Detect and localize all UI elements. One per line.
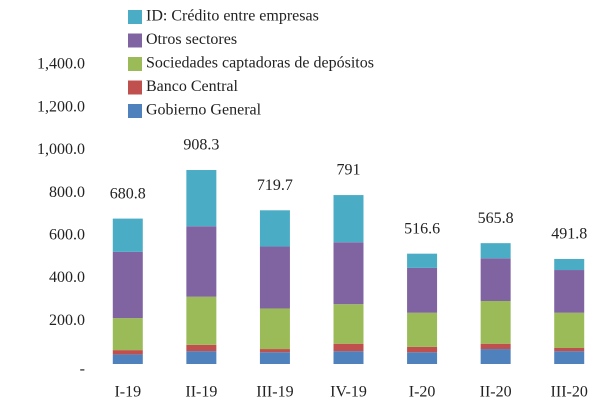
x-tick-label: IV-19 <box>330 384 367 401</box>
legend-swatch <box>128 80 142 95</box>
legend-label: Sociedades captadoras de depósitos <box>146 55 374 72</box>
bar-segment <box>333 242 364 305</box>
total-label: 680.8 <box>110 185 146 202</box>
bar-segment <box>112 218 143 252</box>
total-label: 791 <box>337 162 361 179</box>
bar-segment <box>259 246 290 309</box>
legend-label: Banco Central <box>146 78 239 95</box>
bar-segment <box>186 351 217 364</box>
x-tick-label: I-19 <box>114 384 141 401</box>
x-tick-label: III-19 <box>256 384 293 401</box>
x-tick-label: II-19 <box>185 384 217 401</box>
bar-segment <box>186 170 217 227</box>
x-tick-label: II-20 <box>480 384 512 401</box>
bar-segment <box>333 195 364 243</box>
total-label: 491.8 <box>551 226 587 243</box>
bar-segment <box>554 270 585 313</box>
bar-segment <box>259 308 290 350</box>
total-label: 719.7 <box>257 177 293 194</box>
legend-swatch <box>128 104 142 118</box>
bar-segment <box>259 210 290 247</box>
y-tick-label: - <box>80 361 85 378</box>
bar-segment <box>333 304 364 344</box>
y-tick-label: 1,400.0 <box>37 56 85 73</box>
bar-segment <box>554 258 585 271</box>
bar-segment <box>259 352 290 364</box>
y-tick-label: 800.0 <box>49 184 85 201</box>
bar-segment <box>407 312 438 347</box>
bar-segment <box>407 352 438 364</box>
bar-segment <box>112 354 143 364</box>
legend-swatch <box>128 10 142 24</box>
y-tick-label: 600.0 <box>49 227 85 244</box>
bar-segment <box>259 349 290 353</box>
x-tick-label: III-20 <box>551 384 588 401</box>
bar-segment <box>407 253 438 268</box>
bar-segment <box>480 349 511 364</box>
y-tick-label: 200.0 <box>49 312 85 329</box>
total-label: 908.3 <box>183 137 219 154</box>
total-label: 516.6 <box>404 220 440 237</box>
legend-swatch <box>128 57 142 71</box>
legend-label: ID: Crédito entre empresas <box>146 8 319 25</box>
bar-segment <box>480 300 511 344</box>
bar-segment <box>186 226 217 297</box>
bar-segment <box>480 258 511 301</box>
legend-label: Otros sectores <box>146 31 237 48</box>
bar-segment <box>407 267 438 313</box>
x-tick-label: I-20 <box>409 384 436 401</box>
bar-segment <box>186 296 217 345</box>
bar-segment <box>554 347 585 352</box>
bar-segment <box>480 343 511 350</box>
legend-swatch <box>128 33 142 48</box>
bar-segment <box>186 344 217 352</box>
y-tick-label: 1,200.0 <box>37 98 85 115</box>
bar-segment <box>112 251 143 319</box>
bar-segment <box>554 312 585 348</box>
bar-segment <box>333 343 364 352</box>
y-tick-label: 400.0 <box>49 269 85 286</box>
legend-label: Gobierno General <box>146 102 262 119</box>
bar-segment <box>112 350 143 355</box>
bar-segment <box>480 243 511 259</box>
bar-segment <box>333 351 364 364</box>
bar-segment <box>407 346 438 353</box>
y-tick-label: 1,000.0 <box>37 141 85 158</box>
total-label: 565.8 <box>478 210 514 227</box>
bar-segment <box>554 351 585 364</box>
bar-segment <box>112 318 143 351</box>
